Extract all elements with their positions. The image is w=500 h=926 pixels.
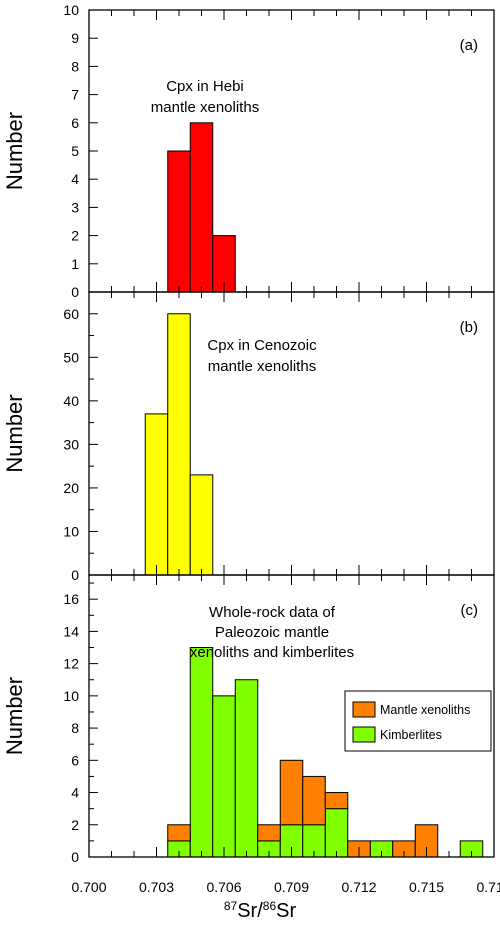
y-tick-label: 40 — [63, 393, 79, 409]
x-tick-label: 0.706 — [206, 879, 241, 895]
plot-frame — [88, 9, 495, 293]
panel-1: 0 1 2 3 4 5 6 7 8 9 10 Number (a) Cpx in Hebi mantle x… — [2, 2, 495, 300]
x-tick-label: 0.712 — [341, 879, 376, 895]
legend-label: Kimberlites — [380, 728, 442, 742]
y-tick-label: 0 — [71, 849, 79, 865]
y-tick-label: 5 — [71, 143, 79, 159]
bars-group — [144, 313, 214, 576]
bar-kimberlites-2 — [212, 695, 236, 858]
panel-2: 0 10 20 30 40 50 60 Number (b) Cpx in Cenozoic man… — [2, 291, 495, 583]
y-tick-label: 4 — [71, 171, 79, 187]
y-tick-label: 6 — [71, 115, 79, 131]
y-tick-label: 0 — [71, 567, 79, 583]
y-tick-label: 10 — [63, 688, 79, 704]
legend: Mantle xenoliths Kimberlites — [344, 690, 492, 752]
bar-mantle-xenoliths-4 — [324, 792, 349, 810]
annotation-line: Whole-rock data of — [209, 604, 336, 621]
x-ticks — [88, 292, 495, 575]
x-ticks — [88, 575, 495, 857]
y-tick-label: 7 — [71, 87, 79, 103]
y-tick-label: 2 — [71, 228, 79, 244]
bar-0 — [167, 150, 191, 293]
y-tick-label: 16 — [63, 591, 79, 607]
panel-label: (b) — [460, 319, 478, 336]
bar-kimberlites-1 — [189, 647, 214, 858]
y-tick-labels: 0 2 4 6 8 10 12 14 16 — [63, 591, 79, 865]
panel-label: (c) — [461, 602, 479, 619]
y-ticks — [89, 9, 98, 293]
bar-mantle-xenoliths-2 — [279, 759, 304, 826]
y-tick-label: 20 — [63, 480, 79, 496]
y-axis-title: Number — [2, 112, 27, 190]
x-tick-label: 0.709 — [274, 879, 309, 895]
y-tick-labels: 0 1 2 3 4 5 6 7 8 9 10 — [63, 2, 79, 300]
bar-kimberlites-7 — [324, 808, 349, 858]
bar-2 — [189, 474, 214, 576]
annotation-line: mantle xenoliths — [208, 358, 316, 375]
annotation-line: mantle xenoliths — [151, 99, 259, 116]
y-tick-label: 50 — [63, 349, 79, 365]
panel-label: (a) — [460, 37, 478, 54]
x-tick-label: 0.718 — [476, 879, 500, 895]
y-axis-title: Number — [2, 677, 27, 755]
y-tick-label: 12 — [63, 656, 79, 672]
bars-group — [167, 122, 236, 293]
annotation-line: Cpx in Hebi — [166, 78, 244, 95]
y-tick-label: 8 — [71, 58, 79, 74]
y-tick-label: 8 — [71, 720, 79, 736]
y-tick-label: 2 — [71, 817, 79, 833]
annotation-line: Cpx in Cenozoic — [207, 337, 317, 354]
x-tick-label: 0.700 — [71, 879, 106, 895]
bar-1 — [189, 122, 214, 293]
bar-mantle-xenoliths-0 — [167, 824, 191, 842]
bars-group — [167, 647, 484, 858]
y-ticks — [89, 582, 98, 858]
legend-swatch — [352, 726, 376, 743]
y-tick-label: 3 — [71, 199, 79, 215]
y-tick-labels: 0 10 20 30 40 50 60 — [63, 306, 79, 583]
x-ticks — [88, 10, 495, 292]
y-axis-title: Number — [2, 394, 27, 472]
y-tick-label: 0 — [71, 284, 79, 300]
legend-swatch — [352, 701, 376, 718]
x-tick-label: 0.715 — [409, 879, 444, 895]
x-tick-label: 0.703 — [139, 879, 174, 895]
y-tick-label: 10 — [63, 2, 79, 18]
y-tick-label: 6 — [71, 752, 79, 768]
y-tick-label: 9 — [71, 30, 79, 46]
y-tick-label: 1 — [71, 256, 79, 272]
bar-mantle-xenoliths-1 — [257, 824, 281, 842]
bar-mantle-xenoliths-3 — [302, 775, 326, 826]
bar-1 — [167, 313, 191, 576]
y-tick-label: 30 — [63, 436, 79, 452]
legend-label: Mantle xenoliths — [380, 703, 470, 717]
y-tick-label: 4 — [71, 785, 79, 801]
x-tick-labels: 0.700 0.703 0.706 0.709 0.712 0.715 0.718 — [71, 879, 500, 895]
annotation-line: Paleozoic mantle — [215, 624, 329, 641]
x-axis-title: 87Sr/86Sr — [224, 899, 297, 922]
bar-0 — [144, 413, 169, 576]
annotation-line: xenoliths and kimberlites — [190, 644, 354, 661]
bar-kimberlites-3 — [234, 679, 259, 858]
panel-3: 0 2 4 6 8 10 12 14 16 Number (c) Whole-rock data of… — [2, 574, 495, 865]
y-tick-label: 14 — [63, 623, 79, 639]
y-tick-label: 10 — [63, 523, 79, 539]
y-tick-label: 60 — [63, 306, 79, 322]
y-ticks — [89, 291, 98, 576]
